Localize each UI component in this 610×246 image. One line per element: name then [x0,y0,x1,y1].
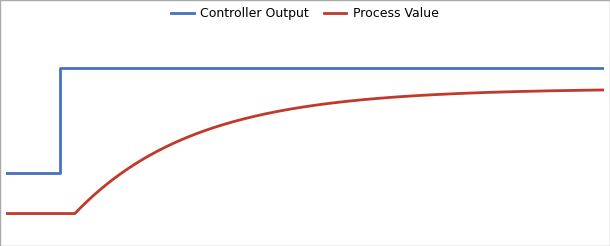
Legend: Controller Output, Process Value: Controller Output, Process Value [167,2,443,25]
